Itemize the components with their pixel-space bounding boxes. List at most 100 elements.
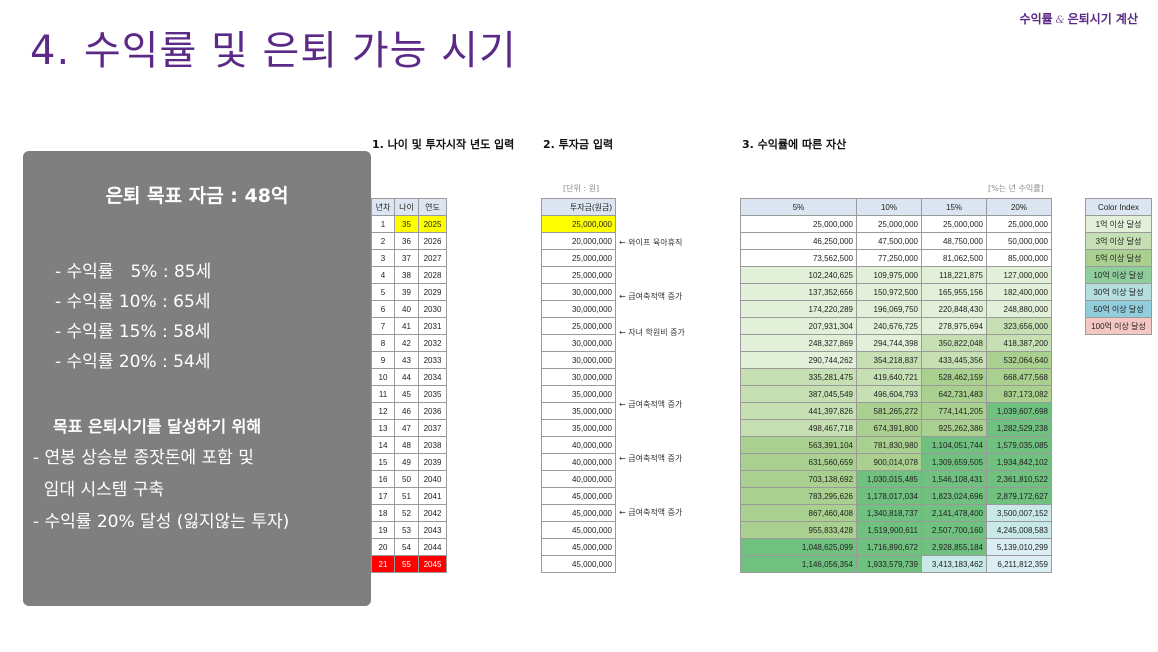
- strategy-line: - 수익률 20% 달성 (잃지않는 투자): [33, 512, 290, 532]
- asset-cell: 335,281,475: [740, 368, 857, 386]
- color-index-table: Color Index 1억 이상 달성 3억 이상 달성 5억 이상 달성 10억 이…: [1085, 198, 1152, 335]
- investment-cell: 25,000,000: [541, 266, 616, 284]
- table-cell: 2031: [418, 317, 447, 335]
- table-row: 45,000,000: [541, 538, 616, 556]
- section-title-investment: 2. 투자금 입력: [543, 138, 614, 151]
- table-cell: 1: [371, 215, 395, 233]
- asset-cell: 3,413,183,462: [921, 555, 987, 573]
- unit-label-rate: [%는 년 수익률]: [988, 184, 1044, 193]
- table-row: 11 45 2035: [371, 385, 447, 403]
- asset-cell: 1,104,051,744: [921, 436, 987, 454]
- table-row: 25,000,000: [541, 249, 616, 267]
- table-cell: 47: [394, 419, 419, 437]
- strategy-line: - 연봉 상승분 종잣돈에 포함 및: [33, 448, 254, 468]
- table-row: 20,000,000: [541, 232, 616, 250]
- section-title-age: 1. 나이 및 투자시작 년도 입력: [372, 138, 515, 151]
- column-header: 연도: [418, 198, 447, 216]
- asset-cell: 73,562,500: [740, 249, 857, 267]
- table-row: 25,000,000: [541, 215, 616, 233]
- table-cell: 2041: [418, 487, 447, 505]
- asset-cell: 668,477,568: [986, 368, 1052, 386]
- asset-cell: 278,975,694: [921, 317, 987, 335]
- table-row: 30,000,000: [541, 351, 616, 369]
- asset-cell: 207,931,304: [740, 317, 857, 335]
- table-row: 30,000,000: [541, 300, 616, 318]
- table-cell: 14: [371, 436, 395, 454]
- table-cell: 2: [371, 232, 395, 250]
- table-row: 12 46 2036: [371, 402, 447, 420]
- table-cell: 11: [371, 385, 395, 403]
- legend-row: 5억 이상 달성: [1085, 249, 1152, 267]
- asset-cell: 85,000,000: [986, 249, 1052, 267]
- asset-cell: 3,500,007,152: [986, 504, 1052, 522]
- asset-cell: 1,823,024,696: [921, 487, 987, 505]
- corner-ampersand: &: [1055, 15, 1065, 26]
- table-row: 1 35 2025: [371, 215, 447, 233]
- investment-note: ← 와이프 육아휴직: [619, 238, 683, 247]
- strategy-title: 목표 은퇴시기를 달성하기 위해: [53, 417, 262, 436]
- table-cell: 35: [394, 215, 419, 233]
- summary-panel: 은퇴 목표 자금 : 48억 - 수익률 5% : 85세 - 수익률 10% …: [23, 151, 371, 606]
- table-cell: 36: [394, 232, 419, 250]
- table-row: 73,562,500 77,250,000 81,062,500 85,000,000: [740, 249, 1052, 267]
- table-cell: 19: [371, 521, 395, 539]
- asset-cell: 1,039,607,698: [986, 402, 1052, 420]
- asset-cell: 6,211,812,359: [986, 555, 1052, 573]
- table-row: 13 47 2037: [371, 419, 447, 437]
- table-cell: 54: [394, 538, 419, 556]
- table-cell: 2028: [418, 266, 447, 284]
- table-cell: 2037: [418, 419, 447, 437]
- asset-cell: 1,933,579,739: [856, 555, 922, 573]
- table-cell: 9: [371, 351, 395, 369]
- table-cell: 55: [394, 555, 419, 573]
- table-row: 867,460,408 1,340,818,737 2,141,478,400 3,5…: [740, 504, 1052, 522]
- table-row: 783,295,626 1,178,017,034 1,823,024,696 2,8…: [740, 487, 1052, 505]
- investment-cell: 30,000,000: [541, 351, 616, 369]
- table-row: 2 36 2026: [371, 232, 447, 250]
- table-cell: 39: [394, 283, 419, 301]
- table-header-row: 투자금(원금): [541, 198, 616, 216]
- asset-cell: 150,972,500: [856, 283, 922, 301]
- rate-line: - 수익률 20% : 54세: [55, 352, 211, 372]
- table-row: 498,467,718 674,391,800 925,262,386 1,282,5…: [740, 419, 1052, 437]
- investment-cell: 30,000,000: [541, 300, 616, 318]
- table-row: 174,220,289 196,069,750 220,848,430 248,880…: [740, 300, 1052, 318]
- legend-item: 10억 이상 달성: [1085, 266, 1152, 284]
- rate-line: - 수익률 10% : 65세: [55, 292, 211, 312]
- investment-cell: 40,000,000: [541, 436, 616, 454]
- asset-cell: 1,309,659,505: [921, 453, 987, 471]
- investment-note: ← 급여축적액 증가: [619, 508, 683, 517]
- table-row: 1,146,056,354 1,933,579,739 3,413,183,462 6…: [740, 555, 1052, 573]
- table-row: 387,045,549 496,604,793 642,731,483 837,173…: [740, 385, 1052, 403]
- table-cell: 5: [371, 283, 395, 301]
- asset-cell: 1,340,818,737: [856, 504, 922, 522]
- asset-growth-table: 5% 10% 15% 20% 25,000,000 25,000,000 25,000,00…: [740, 198, 1052, 573]
- legend-row: 3억 이상 달성: [1085, 232, 1152, 250]
- asset-cell: 781,830,980: [856, 436, 922, 454]
- asset-cell: 102,240,625: [740, 266, 857, 284]
- table-row: 3 37 2027: [371, 249, 447, 267]
- table-row: 40,000,000: [541, 470, 616, 488]
- asset-cell: 354,218,837: [856, 351, 922, 369]
- asset-cell: 350,822,048: [921, 334, 987, 352]
- table-cell: 41: [394, 317, 419, 335]
- asset-cell: 642,731,483: [921, 385, 987, 403]
- legend-row: 50억 이상 달성: [1085, 300, 1152, 318]
- asset-cell: 46,250,000: [740, 232, 857, 250]
- investment-note: ← 급여축적액 증가: [619, 400, 683, 409]
- table-cell: 45: [394, 385, 419, 403]
- legend-row: 100억 이상 달성: [1085, 317, 1152, 335]
- asset-cell: 563,391,104: [740, 436, 857, 454]
- table-cell: 2026: [418, 232, 447, 250]
- table-row: 20 54 2044: [371, 538, 447, 556]
- asset-cell: 109,975,000: [856, 266, 922, 284]
- asset-cell: 4,245,008,583: [986, 521, 1052, 539]
- table-row: 30,000,000: [541, 334, 616, 352]
- table-row: 40,000,000: [541, 453, 616, 471]
- table-cell: 13: [371, 419, 395, 437]
- asset-cell: 387,045,549: [740, 385, 857, 403]
- table-header-row: 년차 나이 연도: [371, 198, 447, 216]
- asset-cell: 433,445,356: [921, 351, 987, 369]
- table-row: 30,000,000: [541, 368, 616, 386]
- investment-cell: 20,000,000: [541, 232, 616, 250]
